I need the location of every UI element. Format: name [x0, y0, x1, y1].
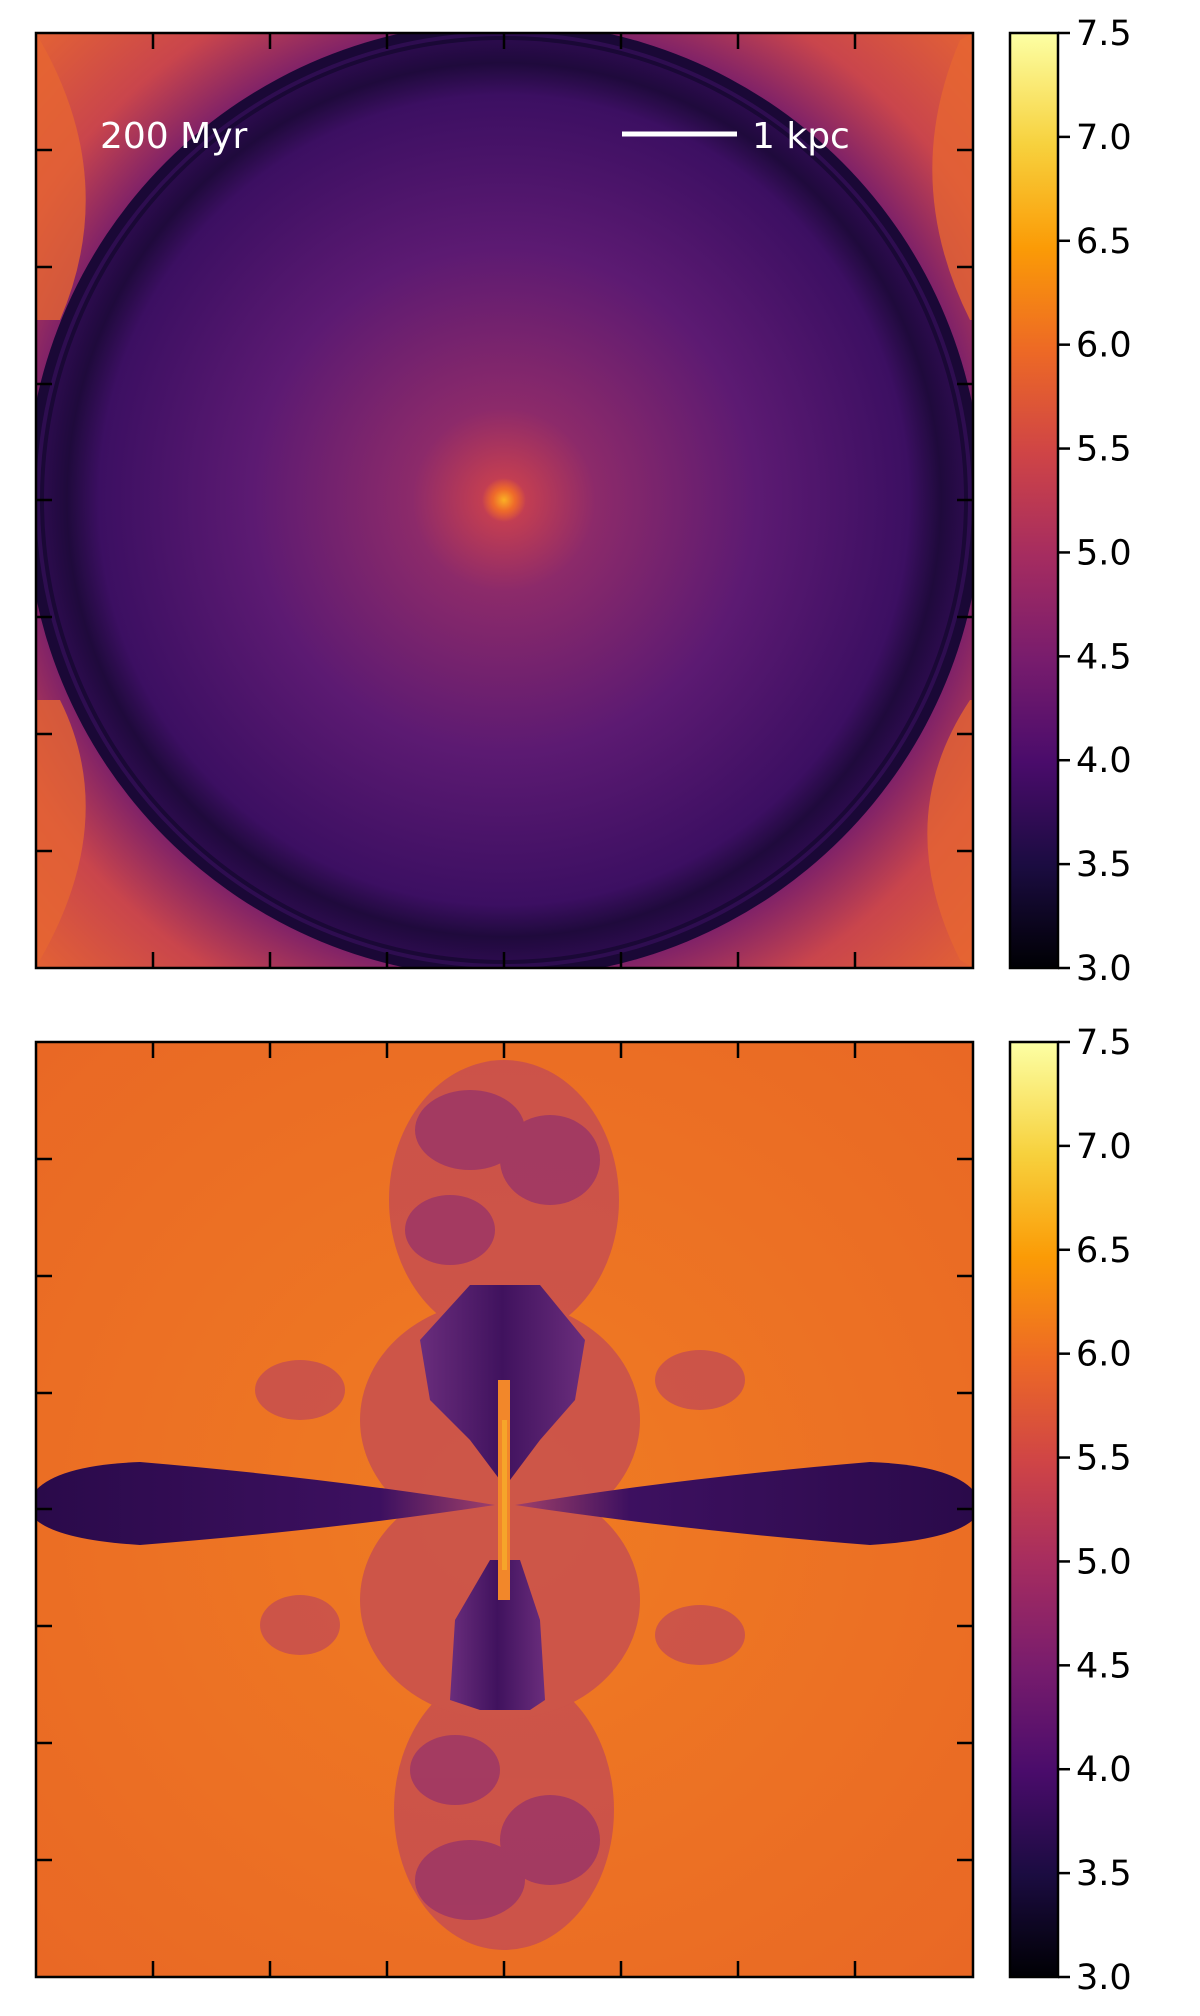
colorbar-tick-label: 4.5: [1076, 1646, 1132, 1686]
colorbar-tick-label: 4.5: [1076, 637, 1132, 677]
colorbar-tick-label: 5.0: [1076, 533, 1132, 573]
top-ticks: [36, 33, 973, 968]
colorbar-tick-label: 7.0: [1076, 1127, 1132, 1167]
disc-left-arm: [36, 1462, 495, 1545]
colorbar-tick-label: 7.5: [1076, 1023, 1132, 1063]
lower-jet-cavity: [450, 1560, 545, 1710]
time-annotation: 200 Myr: [100, 116, 248, 157]
colorbar-tick-label: 5.0: [1076, 1542, 1132, 1582]
colorbar-tick-label: 6.5: [1076, 1231, 1132, 1271]
colorbar-tick-label: 4.0: [1076, 1750, 1132, 1790]
bottom-colorbar-ticks: 3.0 3.5 4.0 4.5 5.0 5.5 6.0 6.5 7.0 7.5: [1058, 1023, 1132, 1998]
bottom-colorbar: [1008, 1040, 1060, 1979]
top-colorbar-ticks: 3.0 3.5 4.0 4.5 5.0 5.5 6.0 6.5 7.0 7.5: [1058, 14, 1132, 989]
bottom-ticks: [36, 1042, 973, 1977]
central-core: [482, 478, 526, 522]
scale-bar-label: 1 kpc: [752, 116, 850, 157]
colorbar-tick-label: 4.0: [1076, 741, 1132, 781]
colorbar-tick-label: 6.0: [1076, 326, 1132, 366]
colorbar-tick-label: 5.5: [1076, 430, 1132, 470]
colorbar-tick-label: 3.5: [1076, 845, 1132, 885]
colorbar-tick-label: 6.5: [1076, 222, 1132, 262]
colorbar-tick-label: 3.0: [1076, 949, 1132, 989]
top-heatmap: [36, 33, 973, 968]
colorbar-tick-label: 3.5: [1076, 1854, 1132, 1894]
bottom-panel: 3.0 3.5 4.0 4.5 5.0 5.5 6.0 6.5 7.0 7.5: [34, 1023, 1132, 1998]
top-panel: 200 Myr 1 kpc 3.0 3.5 4.0 4.5 5.0 5.5 6.0 6.5 7.…: [34, 14, 1132, 989]
colorbar-tick-label: 5.5: [1076, 1439, 1132, 1479]
colorbar-tick-label: 6.0: [1076, 1335, 1132, 1375]
bottom-heatmap: [36, 1042, 973, 1977]
colorbar-tick-label: 7.5: [1076, 14, 1132, 54]
disc-right-arm: [515, 1462, 973, 1545]
colorbar-tick-label: 3.0: [1076, 1958, 1132, 1998]
top-colorbar: [1008, 31, 1060, 970]
colorbar-tick-label: 7.0: [1076, 118, 1132, 158]
